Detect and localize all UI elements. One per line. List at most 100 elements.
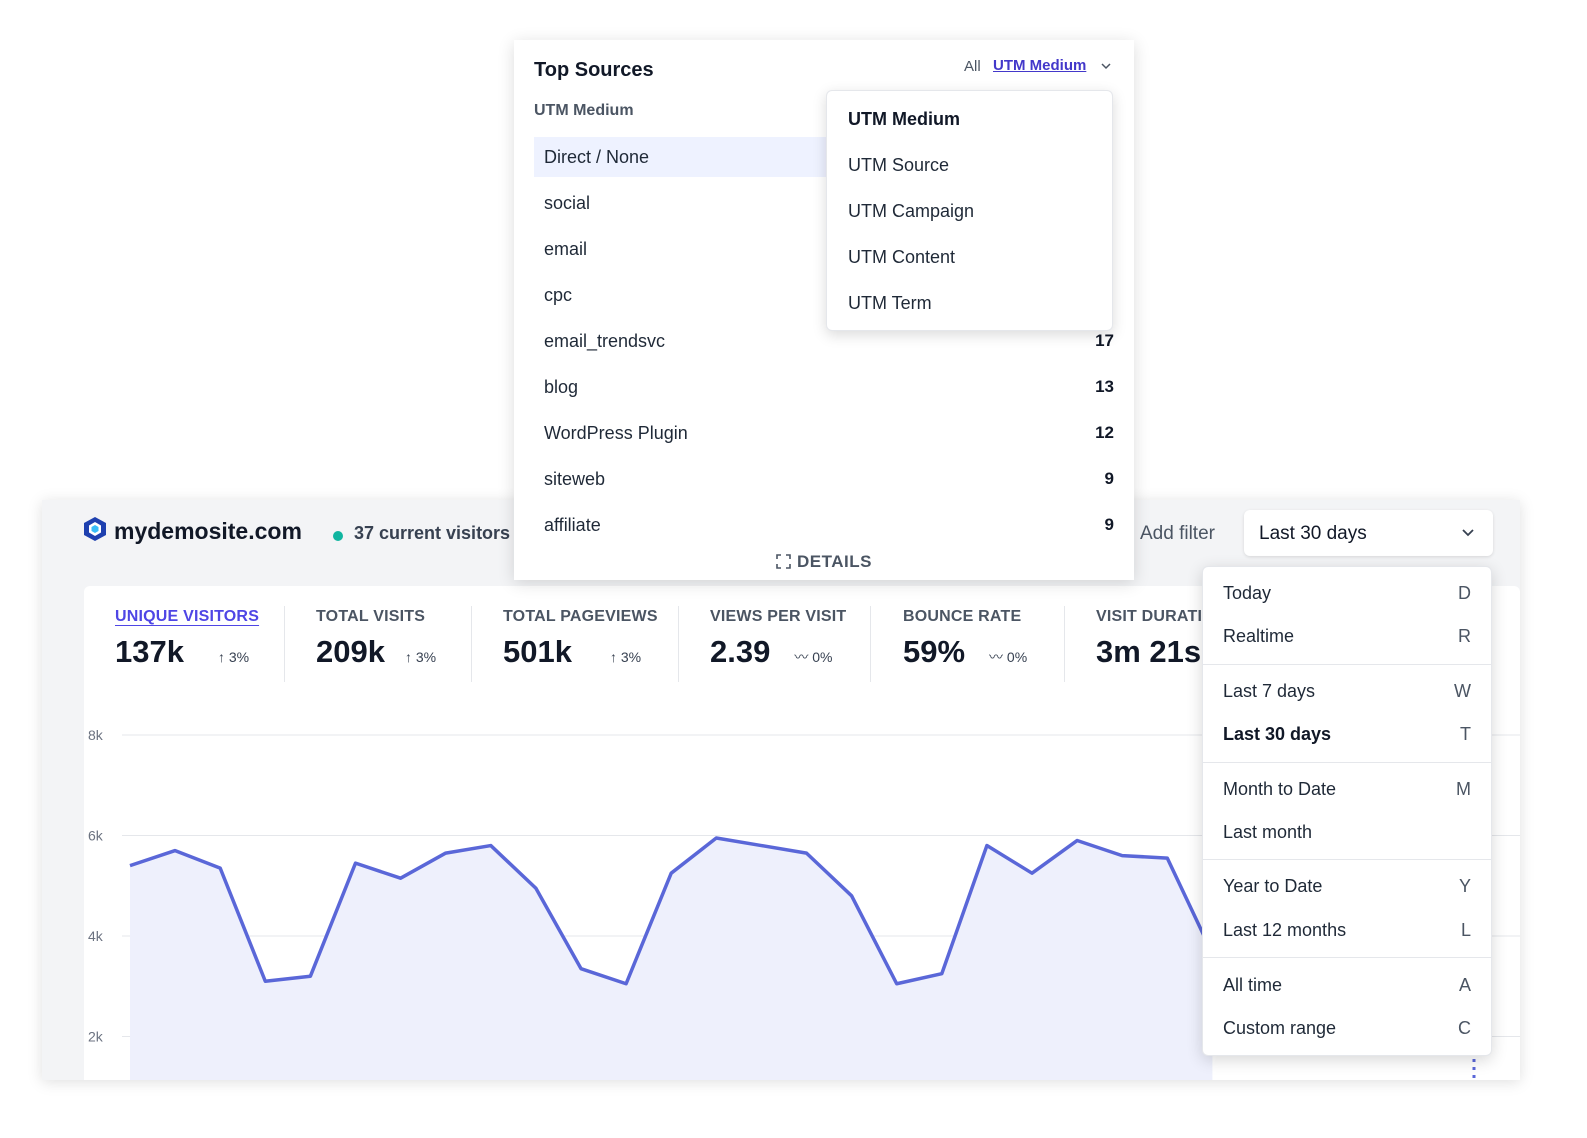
menu-item-label: Last 7 days	[1223, 681, 1316, 701]
stat-label: BOUNCE RATE	[903, 608, 1022, 625]
stat-divider	[284, 606, 285, 682]
top-sources-title: Top Sources	[534, 59, 654, 81]
y-tick-label: 6k	[88, 828, 104, 844]
stat-label: UNIQUE VISITORS	[115, 608, 260, 625]
stat-total-visits[interactable]: TOTAL VISITS 209k ↑ 3%	[316, 608, 436, 670]
menu-item-label: Last month	[1223, 822, 1313, 842]
date-range-menu: Today D Realtime R Last 7 days W Last 30…	[1202, 566, 1492, 1056]
list-item-label: blog	[544, 377, 579, 397]
list-item-label: email_trendsvc	[544, 331, 666, 351]
menu-item-last-12-months[interactable]: Last 12 months L	[1203, 912, 1491, 952]
period-select-label: Last 30 days	[1259, 523, 1367, 544]
list-item-label: affiliate	[544, 515, 601, 535]
utm-item-medium[interactable]: UTM Medium	[848, 109, 960, 129]
utm-item-campaign[interactable]: UTM Campaign	[848, 201, 975, 221]
stat-label: TOTAL PAGEVIEWS	[503, 608, 658, 625]
stat-divider	[471, 606, 472, 682]
list-item-label: social	[544, 193, 591, 213]
menu-item-all-time[interactable]: All time A	[1203, 967, 1491, 1007]
menu-item-label: Custom range	[1223, 1018, 1337, 1038]
details-button[interactable]: DETAILS	[776, 552, 872, 572]
menu-item-last-30-days[interactable]: Last 30 days T	[1203, 716, 1491, 756]
menu-item-last-month[interactable]: Last month	[1203, 814, 1491, 854]
menu-item-year-to-date[interactable]: Year to Date Y	[1203, 868, 1491, 908]
stat-change: 〰 0%	[794, 649, 833, 665]
menu-divider	[1203, 957, 1491, 958]
menu-item-label: Last 12 months	[1223, 920, 1347, 940]
list-item[interactable]: email_trendsvc 17	[534, 321, 1114, 361]
list-item[interactable]: siteweb 9	[534, 459, 1114, 499]
site-name[interactable]: mydemosite.com	[114, 518, 302, 544]
stat-value: 209k	[316, 634, 385, 669]
stat-change: ↑ 3%	[404, 649, 437, 665]
menu-item-shortcut: R	[1458, 626, 1471, 646]
menu-item-shortcut: M	[1456, 779, 1471, 799]
stat-value: 137k	[115, 634, 184, 669]
column-header: UTM Medium	[534, 102, 634, 119]
menu-item-today[interactable]: Today D	[1203, 575, 1491, 615]
stat-divider	[1064, 606, 1065, 682]
menu-item-label: Month to Date	[1223, 779, 1337, 799]
y-tick-label: 4k	[88, 928, 104, 944]
add-filter-button[interactable]: Add filter	[1140, 523, 1215, 544]
utm-item-content[interactable]: UTM Content	[848, 247, 956, 267]
list-item[interactable]: Direct / None	[534, 137, 1114, 177]
menu-item-custom-range[interactable]: Custom range C	[1203, 1010, 1491, 1050]
list-item-label: cpc	[544, 285, 573, 305]
stat-label: TOTAL VISITS	[316, 608, 426, 625]
stat-views-per-visit[interactable]: VIEWS PER VISIT 2.39 〰 0%	[710, 608, 846, 670]
period-select[interactable]: Last 30 days	[1244, 510, 1493, 556]
stat-change: ↑ 3%	[217, 649, 250, 665]
current-visitors[interactable]: 37 current visitors	[354, 523, 511, 543]
stat-label: VISIT DURATI	[1096, 608, 1203, 625]
series-area	[130, 838, 1213, 1080]
stat-unique-visitors[interactable]: UNIQUE VISITORS 137k ↑ 3%	[115, 608, 259, 670]
stat-divider	[678, 606, 679, 682]
details-label: DETAILS	[797, 552, 872, 571]
menu-item-shortcut: C	[1458, 1018, 1471, 1038]
menu-item-shortcut: A	[1458, 975, 1471, 995]
list-item-count: 9	[1104, 515, 1114, 534]
list-item[interactable]: blog 13	[534, 367, 1114, 407]
stat-divider	[870, 606, 871, 682]
stat-total-pageviews[interactable]: TOTAL PAGEVIEWS 501k ↑ 3%	[503, 608, 658, 670]
expand-icon	[776, 554, 791, 569]
menu-item-shortcut: T	[1460, 724, 1471, 744]
chevron-down-icon[interactable]	[1100, 60, 1112, 72]
stat-value: 501k	[503, 634, 572, 669]
list-item-label: siteweb	[544, 469, 606, 489]
menu-item-label: Year to Date	[1223, 876, 1323, 896]
site-logo-icon	[84, 517, 106, 541]
menu-item-shortcut: Y	[1458, 876, 1471, 896]
list-item-count: 9	[1104, 469, 1114, 488]
menu-item-shortcut: L	[1460, 920, 1471, 940]
menu-item-last-7-days[interactable]: Last 7 days W	[1203, 673, 1491, 713]
list-item[interactable]: email	[534, 229, 1114, 269]
y-tick-label: 8k	[88, 727, 104, 743]
tab-utm-medium[interactable]: UTM Medium	[993, 57, 1087, 74]
list-item[interactable]: social	[534, 183, 1114, 223]
menu-item-realtime[interactable]: Realtime R	[1203, 618, 1491, 658]
stat-change: ↑ 3%	[609, 649, 642, 665]
stat-value: 3m 21s	[1096, 634, 1202, 669]
stat-bounce-rate[interactable]: BOUNCE RATE 59% 〰 0%	[903, 608, 1027, 670]
live-indicator-dot	[333, 531, 343, 541]
utm-item-term[interactable]: UTM Term	[848, 293, 932, 313]
menu-divider	[1203, 762, 1491, 763]
list-item-label: WordPress Plugin	[544, 423, 688, 443]
stat-visit-duration[interactable]: VISIT DURATI 3m 21s	[1096, 608, 1202, 670]
tab-all[interactable]: All	[964, 58, 981, 75]
list-item-label: email	[544, 239, 588, 259]
menu-item-month-to-date[interactable]: Month to Date M	[1203, 771, 1491, 811]
menu-item-label: Last 30 days	[1223, 724, 1332, 744]
list-item[interactable]: cpc	[534, 275, 1114, 315]
utm-dropdown-menu: UTM Medium UTM Source UTM Campaign UTM C…	[826, 90, 1113, 331]
list-item[interactable]: WordPress Plugin 12	[534, 413, 1114, 453]
menu-item-label: All time	[1223, 975, 1283, 995]
chevron-down-icon	[1462, 529, 1474, 537]
menu-divider	[1203, 664, 1491, 665]
utm-item-source[interactable]: UTM Source	[848, 155, 950, 175]
list-item-count: 12	[1095, 423, 1114, 442]
stat-value: 2.39	[710, 634, 771, 669]
list-item[interactable]: affiliate 9	[534, 505, 1114, 545]
